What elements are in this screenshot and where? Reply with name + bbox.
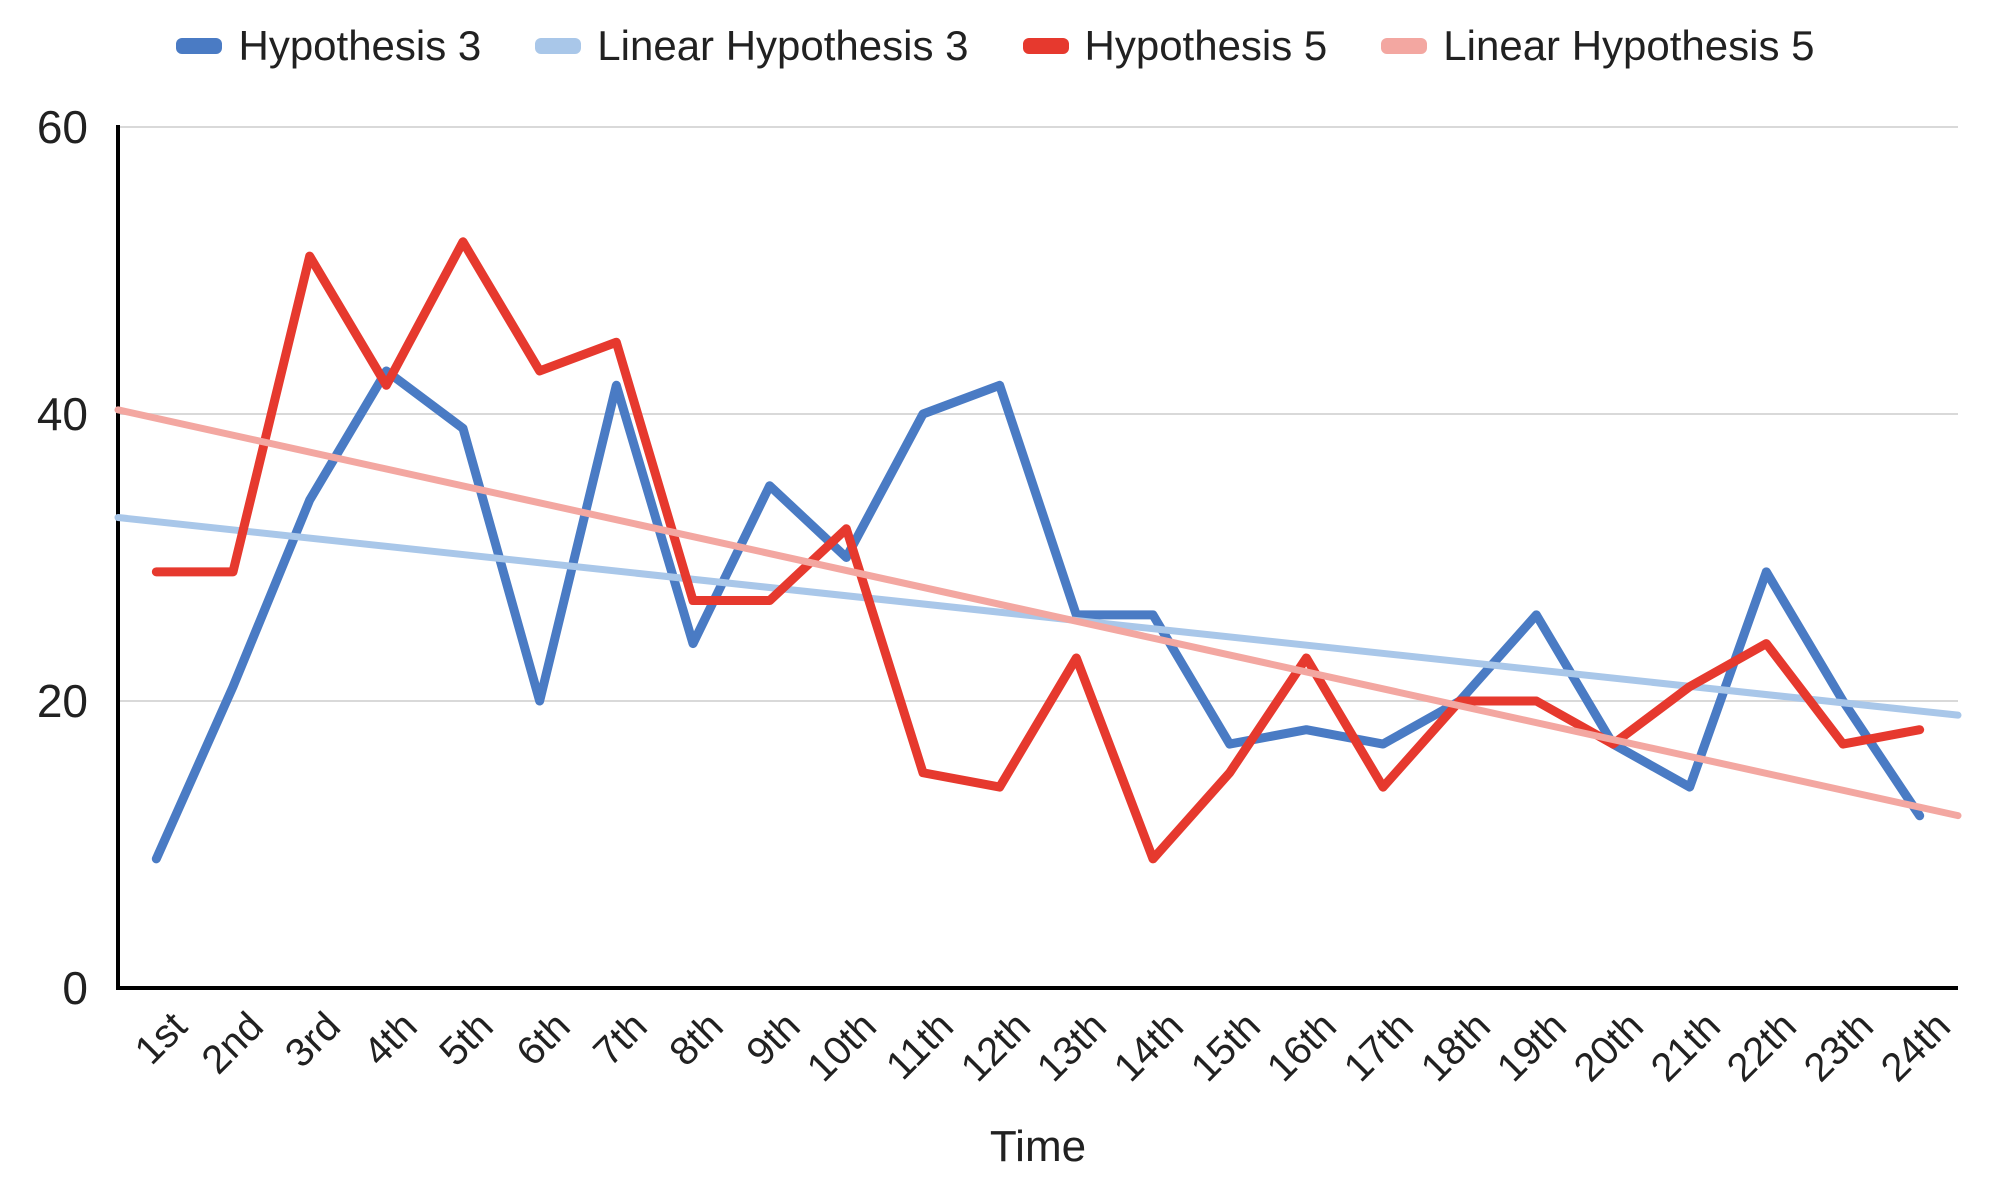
legend-item-hypothesis-5[interactable]: Hypothesis 5 [1022,22,1328,70]
legend-label: Linear Hypothesis 5 [1443,22,1815,69]
series-line-hypothesis-3 [151,366,1925,864]
legend-swatch-hypothesis-3 [176,38,223,54]
legend-label: Linear Hypothesis 3 [597,22,969,69]
x-axis-title: Time [989,1122,1087,1171]
y-axis-tick-label-0: 0 [62,962,88,1014]
legend-item-linear-hypothesis-3[interactable]: Linear Hypothesis 3 [535,22,969,70]
series-line-hypothesis-5 [151,237,1925,864]
legend-swatch-linear-hypothesis-5 [1381,38,1428,54]
series-line-linear-hypothesis-3 [114,514,1962,719]
legend-swatch-hypothesis-5 [1022,38,1069,54]
legend-label: Hypothesis 3 [238,22,482,69]
series-line-linear-hypothesis-5 [114,406,1962,820]
legend-swatch-linear-hypothesis-3 [535,38,582,54]
legend-item-linear-hypothesis-5[interactable]: Linear Hypothesis 5 [1381,22,1815,70]
y-axis-tick-label-40: 40 [36,388,88,440]
legend-label: Hypothesis 5 [1084,22,1328,69]
y-axis-tick-label-60: 60 [36,101,88,153]
y-axis-tick-label-20: 20 [36,675,88,727]
chart-legend: Hypothesis 3 Linear Hypothesis 3 Hypothesi… [0,18,1991,74]
legend-item-hypothesis-3[interactable]: Hypothesis 3 [176,22,481,70]
